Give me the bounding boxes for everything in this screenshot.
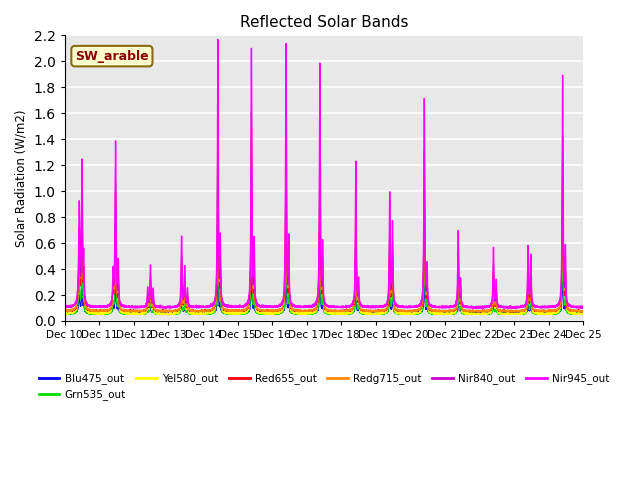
Title: Reflected Solar Bands: Reflected Solar Bands bbox=[240, 15, 408, 30]
Legend: Blu475_out, Grn535_out, Yel580_out, Red655_out, Redg715_out, Nir840_out, Nir945_: Blu475_out, Grn535_out, Yel580_out, Red6… bbox=[35, 369, 614, 405]
Text: SW_arable: SW_arable bbox=[75, 49, 148, 62]
Y-axis label: Solar Radiation (W/m2): Solar Radiation (W/m2) bbox=[15, 109, 28, 247]
